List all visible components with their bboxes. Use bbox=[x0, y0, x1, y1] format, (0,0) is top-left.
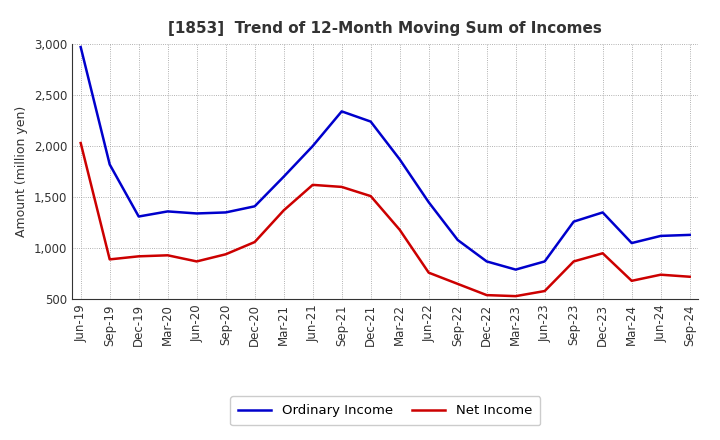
Net Income bbox=[221, 252, 230, 257]
Legend: Ordinary Income, Net Income: Ordinary Income, Net Income bbox=[230, 396, 540, 425]
Net Income bbox=[76, 140, 85, 146]
Net Income bbox=[511, 293, 520, 299]
Net Income bbox=[308, 182, 317, 187]
Ordinary Income bbox=[685, 232, 694, 238]
Ordinary Income bbox=[570, 219, 578, 224]
Title: [1853]  Trend of 12-Month Moving Sum of Incomes: [1853] Trend of 12-Month Moving Sum of I… bbox=[168, 21, 602, 36]
Net Income bbox=[105, 257, 114, 262]
Net Income bbox=[598, 251, 607, 256]
Net Income bbox=[541, 288, 549, 293]
Net Income bbox=[685, 274, 694, 279]
Net Income bbox=[366, 194, 375, 199]
Line: Ordinary Income: Ordinary Income bbox=[81, 47, 690, 270]
Net Income bbox=[395, 227, 404, 232]
Ordinary Income bbox=[192, 211, 201, 216]
Ordinary Income bbox=[454, 237, 462, 242]
Ordinary Income bbox=[627, 240, 636, 246]
Ordinary Income bbox=[221, 210, 230, 215]
Y-axis label: Amount (million yen): Amount (million yen) bbox=[15, 106, 28, 237]
Ordinary Income bbox=[657, 233, 665, 238]
Net Income bbox=[627, 278, 636, 283]
Net Income bbox=[279, 208, 288, 213]
Ordinary Income bbox=[163, 209, 172, 214]
Net Income bbox=[424, 270, 433, 275]
Ordinary Income bbox=[279, 174, 288, 180]
Net Income bbox=[570, 259, 578, 264]
Ordinary Income bbox=[105, 162, 114, 167]
Ordinary Income bbox=[251, 204, 259, 209]
Line: Net Income: Net Income bbox=[81, 143, 690, 296]
Ordinary Income bbox=[598, 210, 607, 215]
Net Income bbox=[192, 259, 201, 264]
Ordinary Income bbox=[482, 259, 491, 264]
Ordinary Income bbox=[366, 119, 375, 124]
Net Income bbox=[163, 253, 172, 258]
Ordinary Income bbox=[511, 267, 520, 272]
Net Income bbox=[482, 293, 491, 298]
Ordinary Income bbox=[308, 143, 317, 149]
Net Income bbox=[657, 272, 665, 277]
Net Income bbox=[135, 254, 143, 259]
Ordinary Income bbox=[76, 44, 85, 50]
Ordinary Income bbox=[135, 214, 143, 219]
Ordinary Income bbox=[541, 259, 549, 264]
Ordinary Income bbox=[395, 157, 404, 162]
Net Income bbox=[338, 184, 346, 190]
Ordinary Income bbox=[338, 109, 346, 114]
Net Income bbox=[251, 239, 259, 245]
Ordinary Income bbox=[424, 200, 433, 205]
Net Income bbox=[454, 281, 462, 286]
